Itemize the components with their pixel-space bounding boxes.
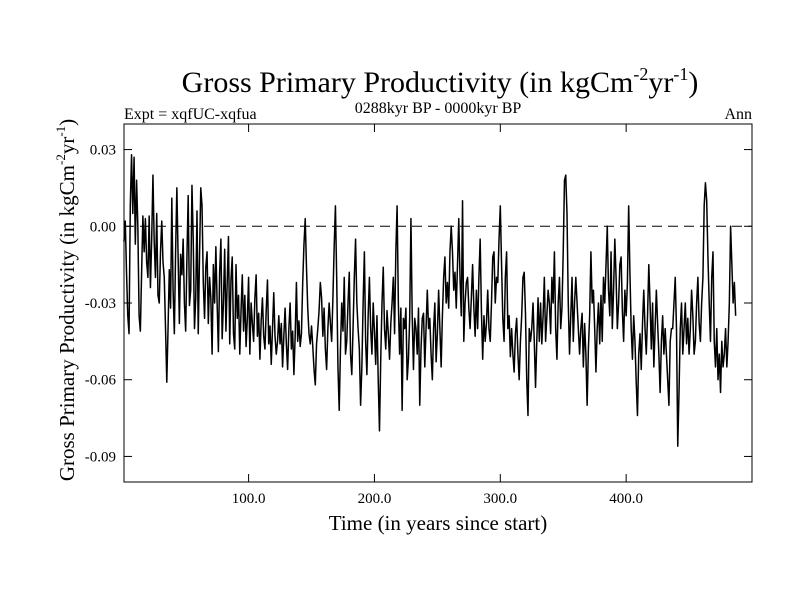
x-axis-label: Time (in years since start) <box>329 511 548 535</box>
y-tick-label: -0.06 <box>85 373 117 389</box>
ylabel-sup2: -1 <box>53 126 68 137</box>
ylabel-sup1: -2 <box>53 154 68 165</box>
y-tick-label: -0.09 <box>85 449 116 465</box>
x-tick-label: 100.0 <box>232 491 266 507</box>
y-axis-label: Gross Primary Productivity (in kgCm-2yr-… <box>53 119 79 481</box>
title-mid: yr <box>648 66 673 99</box>
y-axis: 0.03 0.00 -0.03 -0.06 -0.09 <box>85 143 752 465</box>
x-tick-label: 300.0 <box>483 491 517 507</box>
y-tick-label: -0.03 <box>85 296 116 312</box>
title-sup1: -2 <box>633 64 648 84</box>
x-axis: 100.0 200.0 300.0 400.0 <box>232 124 643 507</box>
chart-title: Gross Primary Productivity (in kgCm-2yr-… <box>182 64 699 99</box>
ylabel-main: Gross Primary Productivity (in kgCm <box>55 165 79 481</box>
ylabel-end: ) <box>55 119 79 126</box>
title-end: ) <box>688 66 698 99</box>
x-tick-label: 400.0 <box>609 491 643 507</box>
title-main: Gross Primary Productivity (in kgCm <box>182 66 634 99</box>
y-tick-label: 0.03 <box>90 143 116 159</box>
title-sup2: -1 <box>673 64 688 84</box>
y-tick-label: 0.00 <box>90 219 116 235</box>
series-line <box>123 153 737 447</box>
subtitle-experiment: Expt = xqfUC-xqfua <box>124 106 257 123</box>
ylabel-mid: yr <box>55 137 79 155</box>
series-group <box>123 153 737 447</box>
x-tick-label: 200.0 <box>358 491 392 507</box>
subtitle-period: 0288kyr BP - 0000kyr BP <box>355 100 522 117</box>
subtitle-season: Ann <box>724 106 752 123</box>
